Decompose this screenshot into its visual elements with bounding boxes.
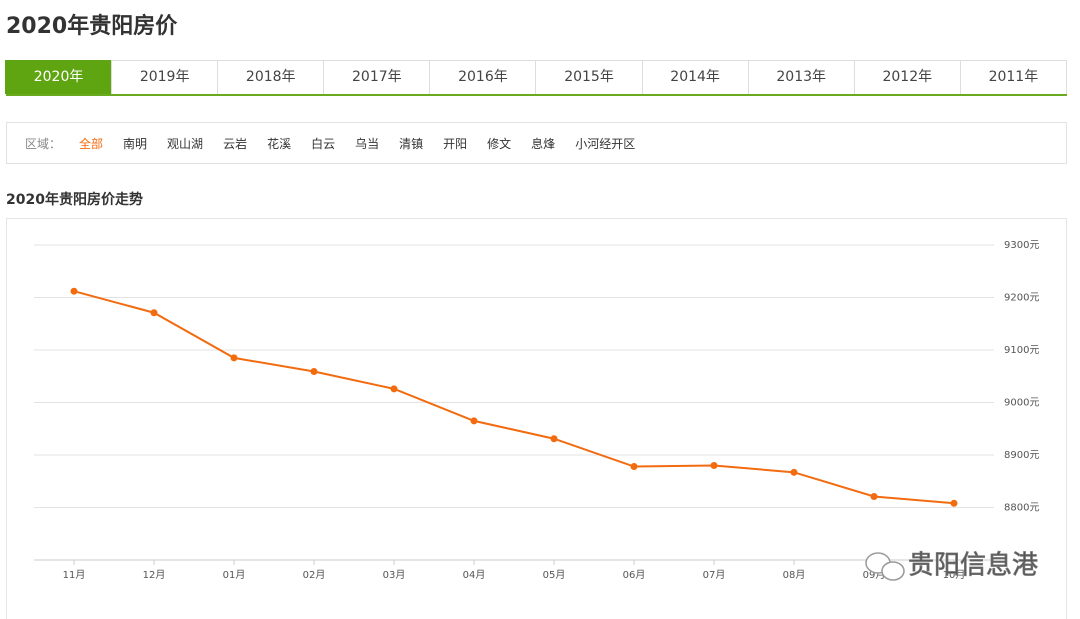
data-point — [790, 468, 798, 476]
y-tick-label: 9300元 — [1004, 240, 1039, 251]
region-filter: 区域： 全部 南明 观山湖 云岩 花溪 白云 乌当 清镇 开阳 修文 息烽 小河经开区 — [6, 122, 1067, 164]
region-link[interactable]: 观山湖 — [167, 136, 204, 151]
year-tab[interactable]: 2018年 — [217, 60, 325, 94]
region-link[interactable]: 息烽 — [531, 136, 556, 151]
data-point — [230, 354, 238, 362]
x-tick-label: 01月 — [223, 569, 246, 581]
region-link[interactable]: 云岩 — [223, 136, 248, 151]
data-point — [950, 499, 958, 507]
data-point — [630, 463, 638, 471]
x-tick-label: 02月 — [303, 569, 326, 581]
region-link[interactable]: 小河经开区 — [575, 136, 636, 151]
y-tick-label: 8900元 — [1004, 450, 1039, 461]
page-title: 2020年贵阳房价 — [6, 14, 178, 39]
watermark: 贵阳信息港 — [908, 551, 1038, 581]
year-tab[interactable]: 2011年 — [959, 60, 1067, 94]
data-point — [710, 462, 718, 469]
year-tab[interactable]: 2020年 — [5, 60, 113, 94]
year-tab[interactable]: 2015年 — [535, 60, 643, 94]
region-link[interactable]: 白云 — [311, 136, 336, 151]
data-point — [310, 368, 318, 376]
region-link[interactable]: 修文 — [487, 136, 512, 151]
x-tick-label: 10月 — [943, 569, 966, 581]
y-tick-label: 8800元 — [1004, 503, 1039, 514]
data-point — [550, 435, 558, 443]
watermark-icon — [881, 561, 905, 581]
data-point — [390, 385, 398, 393]
x-tick-label: 08月 — [783, 569, 806, 581]
x-tick-label: 12月 — [143, 569, 166, 581]
y-tick-label: 9000元 — [1004, 398, 1039, 409]
filter-label: 区域： — [25, 136, 62, 151]
y-tick-label: 9100元 — [1004, 345, 1039, 356]
chart-title: 2020年贵阳房价走势 — [6, 192, 143, 208]
x-tick-label: 06月 — [623, 569, 646, 581]
x-tick-label: 07月 — [703, 569, 726, 581]
chart-box — [6, 218, 1067, 619]
region-link[interactable]: 清镇 — [399, 136, 424, 151]
data-point — [870, 492, 878, 500]
x-tick-label: 11月 — [63, 569, 86, 581]
data-point — [150, 309, 158, 317]
x-tick-label: 04月 — [463, 569, 486, 581]
price-line — [73, 290, 955, 505]
year-tab[interactable]: 2016年 — [429, 60, 537, 94]
region-link[interactable]: 全部 — [79, 136, 104, 151]
region-link[interactable]: 花溪 — [267, 136, 292, 151]
year-tab[interactable]: 2013年 — [747, 60, 855, 94]
data-point — [70, 287, 78, 295]
region-link[interactable]: 乌当 — [355, 136, 380, 151]
year-tab[interactable]: 2012年 — [853, 60, 961, 94]
year-tabs: 2020年 2019年 2018年 2017年 2016年 2015年 2014年 2013年… — [5, 60, 1067, 96]
x-tick-label: 03月 — [383, 569, 406, 581]
y-tick-label: 9200元 — [1004, 293, 1039, 304]
x-tick-label: 05月 — [543, 569, 566, 581]
data-point — [470, 417, 478, 425]
region-link[interactable]: 开阳 — [443, 136, 468, 151]
year-tab[interactable]: 2017年 — [323, 60, 431, 94]
region-link[interactable]: 南明 — [123, 136, 148, 151]
